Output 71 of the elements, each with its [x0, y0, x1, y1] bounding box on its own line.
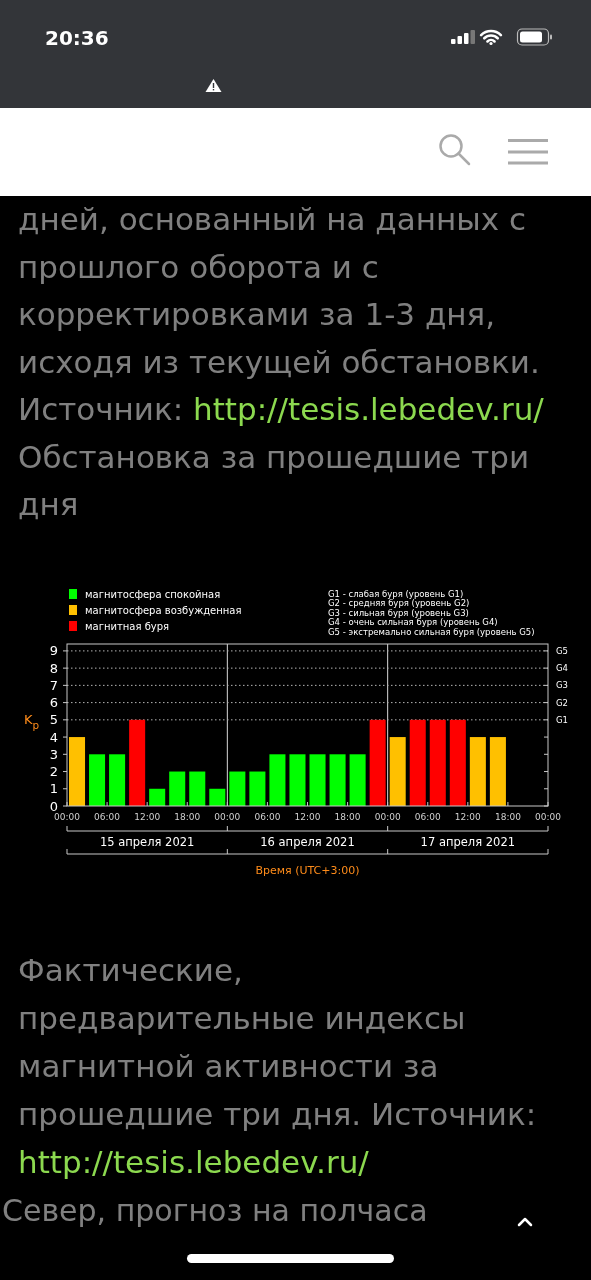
chart-title: Обстановка за прошедшие три дня [18, 437, 531, 524]
legend-label: магнитосфера возбужденная [85, 604, 242, 616]
text: G2 - средняя буря (уровень G2) [328, 598, 470, 609]
bar [309, 754, 326, 806]
x-tick-label: 12:00 [454, 812, 482, 822]
ref-line-label: G2 [556, 697, 568, 708]
bar [489, 737, 506, 806]
bar [369, 719, 386, 806]
text: G3 - сильная буря (уровень G3) [328, 607, 469, 618]
text: 20:36 [45, 26, 109, 50]
ref-line-label: G4 [556, 663, 568, 674]
y-tick-label: 9 [49, 643, 58, 659]
x-tick-label: 06:00 [254, 812, 281, 822]
legend-label: магнитная буря [85, 620, 170, 632]
bar [109, 754, 126, 806]
bar [349, 754, 366, 806]
ref-line-label: G3 [556, 680, 568, 691]
text: G1 - слабая буря (уровень G1) [328, 589, 464, 599]
x-tick-label: 00:00 [54, 812, 81, 822]
ref-line-label: G1 [556, 714, 568, 725]
bar [209, 788, 226, 806]
y-tick-label: 1 [49, 781, 58, 797]
x-tick-label: 00:00 [535, 812, 562, 822]
bar [149, 788, 166, 806]
bar [69, 737, 86, 806]
text: 16 апреля 2021 [260, 835, 355, 849]
text: http://tesis.lebedev.ru/ [193, 391, 544, 427]
bar [289, 754, 306, 806]
bar [229, 771, 246, 806]
y-tick-label: 2 [49, 764, 58, 780]
legend-label: магнитосфера спокойная [85, 588, 221, 600]
text: G5 - экстремально сильная буря (уровень G5) [328, 626, 535, 637]
bar [469, 737, 486, 806]
bar [429, 719, 446, 806]
bar [249, 771, 266, 806]
x-tick-label: 00:00 [374, 812, 401, 822]
ref-line-label: G5 [556, 645, 568, 656]
text: Источник: [18, 391, 184, 427]
y-tick-label: 6 [49, 695, 58, 711]
x-tick-label: 18:00 [494, 812, 522, 822]
bar [189, 771, 206, 806]
x-tick-label: 18:00 [174, 812, 201, 822]
text: 15 апреля 2021 [99, 835, 195, 849]
text: 17 апреля 2021 [420, 835, 516, 849]
y-tick-label: 7 [49, 677, 58, 693]
x-tick-label: 18:00 [334, 812, 361, 822]
x-tick-label: 12:00 [294, 812, 321, 822]
bar [389, 737, 406, 806]
text: G4 - очень сильная буря (уровень G4) [328, 617, 498, 628]
x-axis-title: Время (UTC+3:00) [255, 863, 360, 877]
x-tick-label: 06:00 [414, 812, 441, 822]
bar [269, 754, 286, 806]
text: Фактические, предварительные индексы магнитной активности за прошедшие три дня. Источник: [18, 951, 538, 1134]
x-tick-label: 06:00 [94, 812, 121, 822]
y-tick-label: 4 [49, 729, 58, 745]
text: дней, основанный на данных с прошлого оборота и с корректировками за 1-3 дня, исходя из текущей обстановки. [18, 200, 541, 382]
y-axis-title: K$_{p}$ [24, 711, 40, 731]
x-tick-label: 00:00 [214, 812, 241, 822]
text: Север, прогноз на полчаса [2, 1192, 429, 1230]
x-tick-label: 12:00 [134, 812, 161, 822]
y-tick-label: 5 [49, 712, 58, 728]
bar [409, 719, 426, 806]
bar [329, 754, 346, 806]
bar [89, 754, 106, 806]
bar [129, 719, 146, 806]
y-tick-label: 0 [49, 798, 58, 814]
text: http://tesis.lebedev.ru/ [18, 1144, 369, 1180]
y-tick-label: 3 [49, 746, 58, 762]
bar [449, 719, 466, 806]
bar [169, 771, 186, 806]
y-tick-label: 8 [49, 660, 58, 676]
